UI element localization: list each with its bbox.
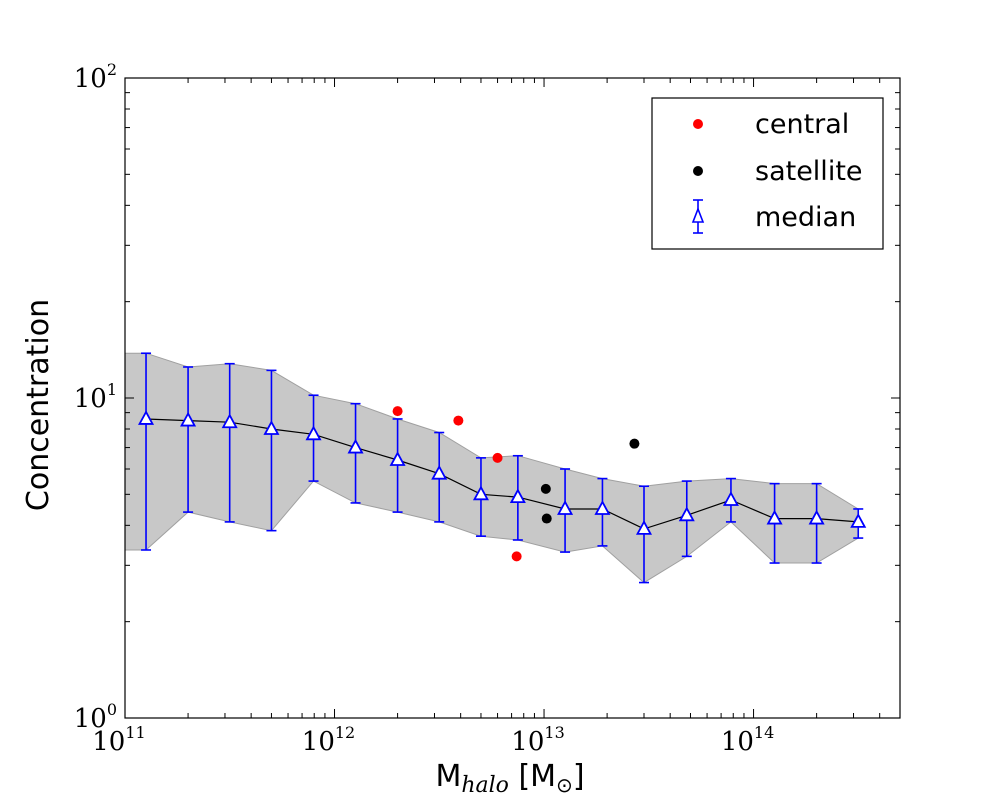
median-point [263, 420, 280, 435]
median-line [145, 418, 859, 530]
median-point [509, 488, 526, 504]
x-axis-title-main: M [435, 759, 461, 794]
median-point [138, 410, 155, 425]
x-axis-title-sub: halo [461, 773, 509, 798]
median-point [472, 485, 489, 501]
tick-layer [124, 77, 900, 719]
median-point [808, 509, 825, 525]
central-point [492, 452, 503, 463]
legend-label-central: central [755, 109, 849, 140]
x-axis-title: Mhalo [M⊙] [435, 759, 584, 798]
median-point [431, 464, 448, 480]
y-tick-label: 100 [74, 700, 117, 734]
y-tick-label-exp: 0 [107, 700, 117, 719]
central-point [453, 415, 464, 426]
x-axis-title-units-sub: ⊙ [556, 773, 573, 797]
median-point [305, 425, 322, 441]
median-point [180, 411, 197, 427]
x-tick-label: 1013 [511, 723, 564, 757]
median-point [678, 506, 695, 522]
points-layer [138, 406, 867, 562]
y-axis-title: Concentration [21, 299, 56, 511]
central-point [392, 406, 403, 417]
x-tick-label-base: 10 [721, 727, 754, 757]
legend: central satellite median [651, 97, 884, 250]
y-tick-label-exp: 2 [107, 60, 117, 79]
x-tick-label-exp: 11 [125, 723, 145, 742]
x-axis-title-units-open: [M [509, 759, 556, 794]
satellite-point [541, 513, 552, 524]
scatter-band-area [124, 352, 859, 584]
median-point [221, 413, 238, 429]
x-tick-label: 1014 [721, 723, 774, 757]
median-point [389, 451, 406, 466]
legend-label-median: median [755, 202, 856, 233]
median-point [766, 509, 783, 525]
y-tick-label-base: 10 [74, 704, 107, 734]
median-point [722, 491, 739, 506]
y-tick-label-base: 10 [74, 64, 107, 94]
x-tick-label-exp: 13 [544, 723, 564, 742]
errorbar [183, 366, 194, 513]
scatter-band [124, 352, 859, 584]
y-tick-label-exp: 1 [107, 380, 117, 399]
y-tick-label: 101 [74, 380, 117, 414]
x-tick-label-base: 10 [511, 727, 544, 757]
legend-marker-satellite [693, 166, 703, 176]
x-tick-label-base: 10 [302, 727, 335, 757]
legend-label-satellite: satellite [755, 156, 863, 187]
errorbar [141, 352, 152, 551]
x-axis-title-units-close: ] [573, 759, 585, 794]
y-tick-label-base: 10 [74, 384, 107, 414]
central-point [511, 551, 522, 562]
median-point [635, 519, 653, 535]
satellite-point [540, 483, 551, 494]
x-tick-label: 1012 [302, 723, 355, 757]
legend-box [651, 97, 884, 250]
median-point [594, 500, 611, 515]
legend-marker-median [691, 199, 705, 234]
x-tick-label-base: 10 [92, 727, 125, 757]
median-point [347, 438, 364, 454]
y-tick-label: 102 [74, 60, 117, 94]
errorbar [266, 369, 277, 532]
errorbar [224, 362, 235, 523]
x-tick-label: 1011 [92, 723, 145, 757]
median-point [850, 513, 867, 528]
x-tick-label-exp: 14 [754, 723, 774, 742]
median-line-layer [145, 418, 859, 530]
satellite-point [629, 438, 640, 449]
legend-marker-central [693, 119, 703, 129]
x-tick-label-exp: 12 [335, 723, 355, 742]
median-point [557, 500, 574, 515]
